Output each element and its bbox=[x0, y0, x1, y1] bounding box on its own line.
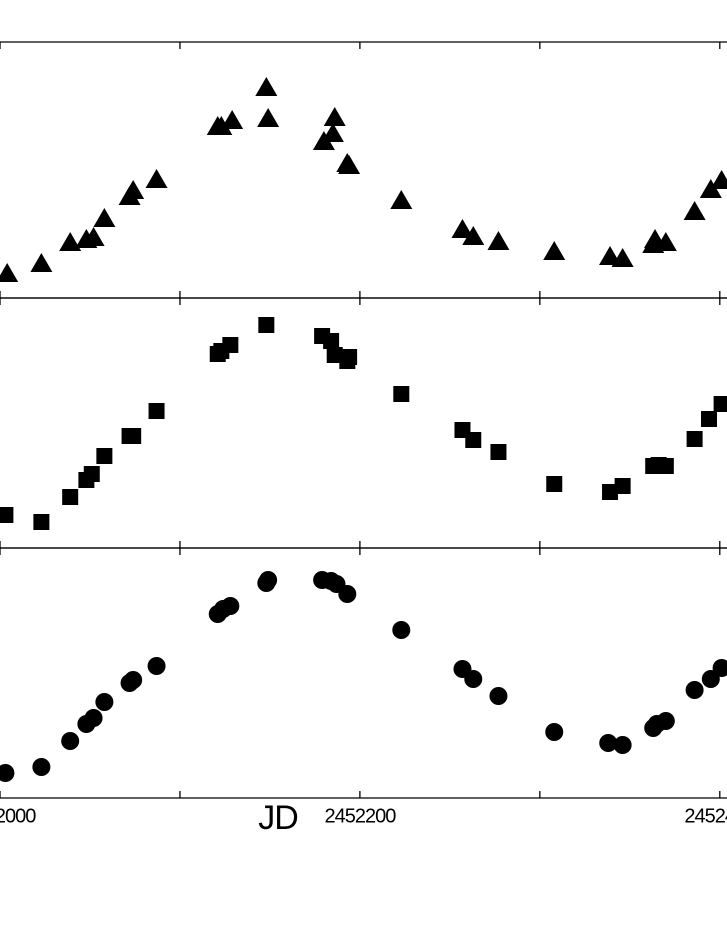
circle-marker bbox=[61, 732, 80, 750]
triangle-marker bbox=[543, 241, 566, 260]
square-marker bbox=[614, 478, 631, 494]
circle-marker bbox=[712, 659, 727, 677]
triangle-marker bbox=[30, 253, 53, 272]
x-axis-label: JD bbox=[258, 799, 298, 837]
square-marker bbox=[602, 484, 619, 500]
square-marker bbox=[33, 514, 50, 530]
square-marker bbox=[713, 396, 727, 412]
square-marker bbox=[125, 428, 142, 444]
circle-marker bbox=[147, 657, 166, 675]
triangle-marker bbox=[710, 170, 727, 189]
circle-marker bbox=[338, 585, 357, 603]
triangle-marker bbox=[255, 77, 278, 96]
triangle-marker bbox=[145, 169, 168, 188]
circle-marker bbox=[545, 723, 564, 741]
square-marker bbox=[326, 347, 343, 363]
triangle-marker bbox=[654, 232, 677, 251]
circle-marker bbox=[685, 681, 704, 699]
triangle-marker bbox=[699, 179, 722, 198]
square-marker bbox=[62, 489, 79, 505]
triangle-marker bbox=[599, 246, 622, 265]
triangle-marker bbox=[93, 208, 116, 227]
triangle-marker bbox=[611, 248, 634, 267]
square-marker bbox=[701, 411, 718, 427]
square-marker bbox=[465, 432, 482, 448]
circle-marker bbox=[32, 758, 51, 776]
square-marker bbox=[83, 466, 100, 482]
x-tick-label: 2452200 bbox=[324, 805, 396, 827]
triangle-marker bbox=[451, 219, 474, 238]
triangle-marker bbox=[683, 201, 706, 220]
circle-marker bbox=[613, 736, 632, 754]
square-marker bbox=[686, 431, 703, 447]
triangle-marker bbox=[257, 108, 280, 127]
square-marker bbox=[341, 349, 358, 365]
square-marker bbox=[657, 458, 674, 474]
triangle-marker bbox=[487, 231, 510, 250]
circle-marker bbox=[221, 597, 240, 615]
circle-marker bbox=[599, 734, 618, 752]
circle-marker bbox=[0, 764, 15, 782]
square-marker bbox=[96, 448, 113, 464]
square-marker bbox=[323, 333, 340, 349]
triangle-marker bbox=[323, 107, 346, 126]
circle-marker bbox=[95, 693, 114, 711]
square-marker bbox=[490, 444, 507, 460]
circle-marker bbox=[489, 687, 508, 705]
x-tick-label: 2452400 bbox=[684, 805, 727, 827]
circle-marker bbox=[259, 571, 278, 589]
triangle-marker bbox=[390, 190, 413, 209]
triangle-marker bbox=[122, 180, 145, 199]
circle-marker bbox=[701, 670, 720, 688]
circle-marker bbox=[464, 670, 483, 688]
circle-marker bbox=[84, 709, 103, 727]
x-tick-label: 2452000 bbox=[0, 805, 36, 827]
circle-marker bbox=[656, 712, 675, 730]
square-marker bbox=[0, 507, 14, 523]
triangle-marker bbox=[59, 232, 82, 251]
square-marker bbox=[148, 403, 165, 419]
triangle-marker bbox=[321, 123, 344, 142]
square-marker bbox=[393, 386, 410, 402]
circle-marker bbox=[124, 671, 143, 689]
triangle-marker bbox=[338, 155, 361, 174]
square-marker bbox=[222, 337, 239, 353]
square-marker bbox=[258, 317, 275, 333]
triangle-marker bbox=[82, 227, 105, 246]
square-marker bbox=[546, 476, 563, 492]
circle-marker bbox=[392, 621, 411, 639]
triangle-marker bbox=[0, 263, 19, 282]
triangle-marker bbox=[462, 226, 485, 245]
triangle-marker bbox=[221, 110, 244, 129]
triangle-marker bbox=[210, 116, 233, 135]
